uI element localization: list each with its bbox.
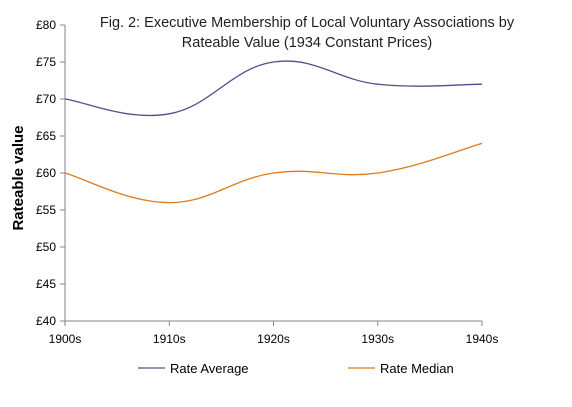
legend: Rate Average Rate Median [138,361,454,376]
y-tick-label: £75 [36,55,56,69]
legend-label: Rate Median [380,361,454,376]
x-tick-label: 1940s [466,332,499,346]
y-tick-label: £45 [36,277,56,291]
y-tick-label: £65 [36,129,56,143]
y-tick-label: £70 [36,92,56,106]
series-lines [64,60,483,204]
y-tick-label: £60 [36,166,56,180]
x-tick-label: 1920s [257,332,290,346]
x-tick-labels: 1900s 1910s 1920s 1930s 1940s [49,332,499,346]
y-tick-label: £50 [36,240,56,254]
series-line-0 [64,60,483,117]
series-line-1 [64,142,483,204]
y-axis-label: Rateable value [10,125,27,230]
chart-title-line-2: Rateable Value (1934 Constant Prices) [182,35,432,51]
y-tick-label: £55 [36,203,56,217]
y-tick-label: £40 [36,314,56,328]
chart-title-line-1: Fig. 2: Executive Membership of Local Vo… [100,15,515,31]
axes [60,24,483,326]
legend-label: Rate Average [170,361,249,376]
x-tick-label: 1900s [49,332,82,346]
x-tick-label: 1930s [361,332,394,346]
y-tick-label: £80 [36,18,56,32]
x-tick-label: 1910s [153,332,186,346]
y-tick-labels: £40 £45 £50 £55 £60 £65 £70 £75 £80 [36,18,56,328]
